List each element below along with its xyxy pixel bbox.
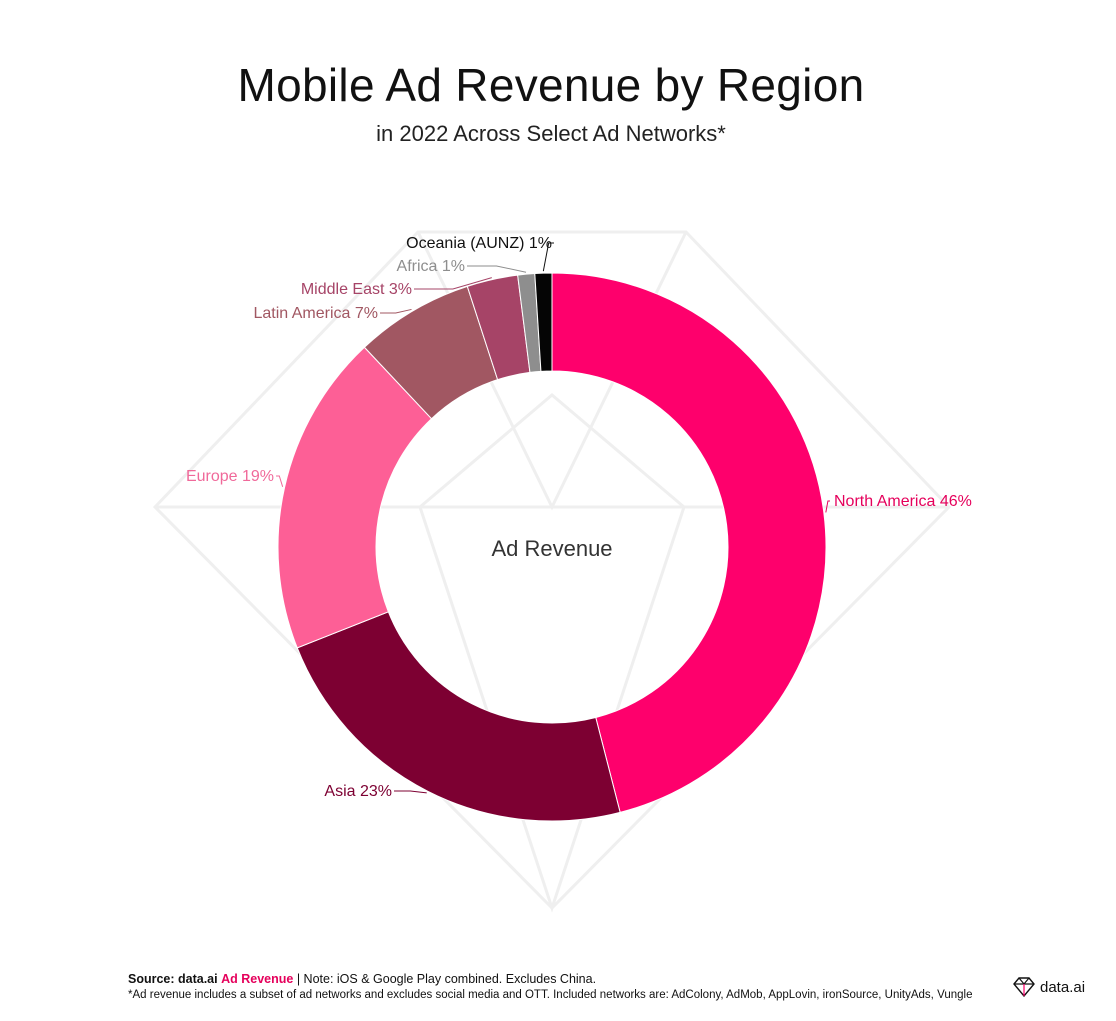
label-africa: Africa 1% [397,258,465,275]
donut-chart: North America 46% Asia 23% Europe 19% Latin… [152,230,972,913]
leader-europe [276,475,284,487]
label-asia: Asia 23% [324,783,392,800]
source-link[interactable]: Ad Revenue [221,972,294,986]
label-oceania-aunz: Oceania (AUNZ) 1% [406,235,552,252]
leader-africa [467,265,527,273]
slice-north-america [551,272,827,814]
leader-north-america [825,500,830,513]
label-middle-east: Middle East 3% [301,281,412,298]
footnote: *Ad revenue includes a subset of ad netw… [128,989,973,1001]
source-label: Source: data.ai [128,972,218,986]
leader-middle-east [414,277,492,290]
leader-oceania-aunz [542,242,554,272]
footer: Source: data.ai Ad Revenue | Note: iOS &… [128,971,1088,1003]
label-north-america: North America 46% [834,493,972,510]
chart-subtitle: in 2022 Across Select Ad Networks* [376,121,726,146]
diamond-logo-icon [1013,977,1035,997]
slice-asia [296,611,621,822]
slice-oceania-aunz [534,272,553,372]
label-latin-america: Latin America 7% [253,305,378,322]
label-europe: Europe 19% [186,468,274,485]
source-note: | Note: iOS & Google Play combined. Excl… [293,972,597,986]
leader-asia [394,790,427,794]
brand-logo: data.ai [1012,977,1085,997]
brand-name: data.ai [1040,978,1086,996]
center-label: Ad Revenue [491,536,612,561]
chart-title: Mobile Ad Revenue by Region [237,59,865,111]
leader-latin-america [380,308,412,314]
